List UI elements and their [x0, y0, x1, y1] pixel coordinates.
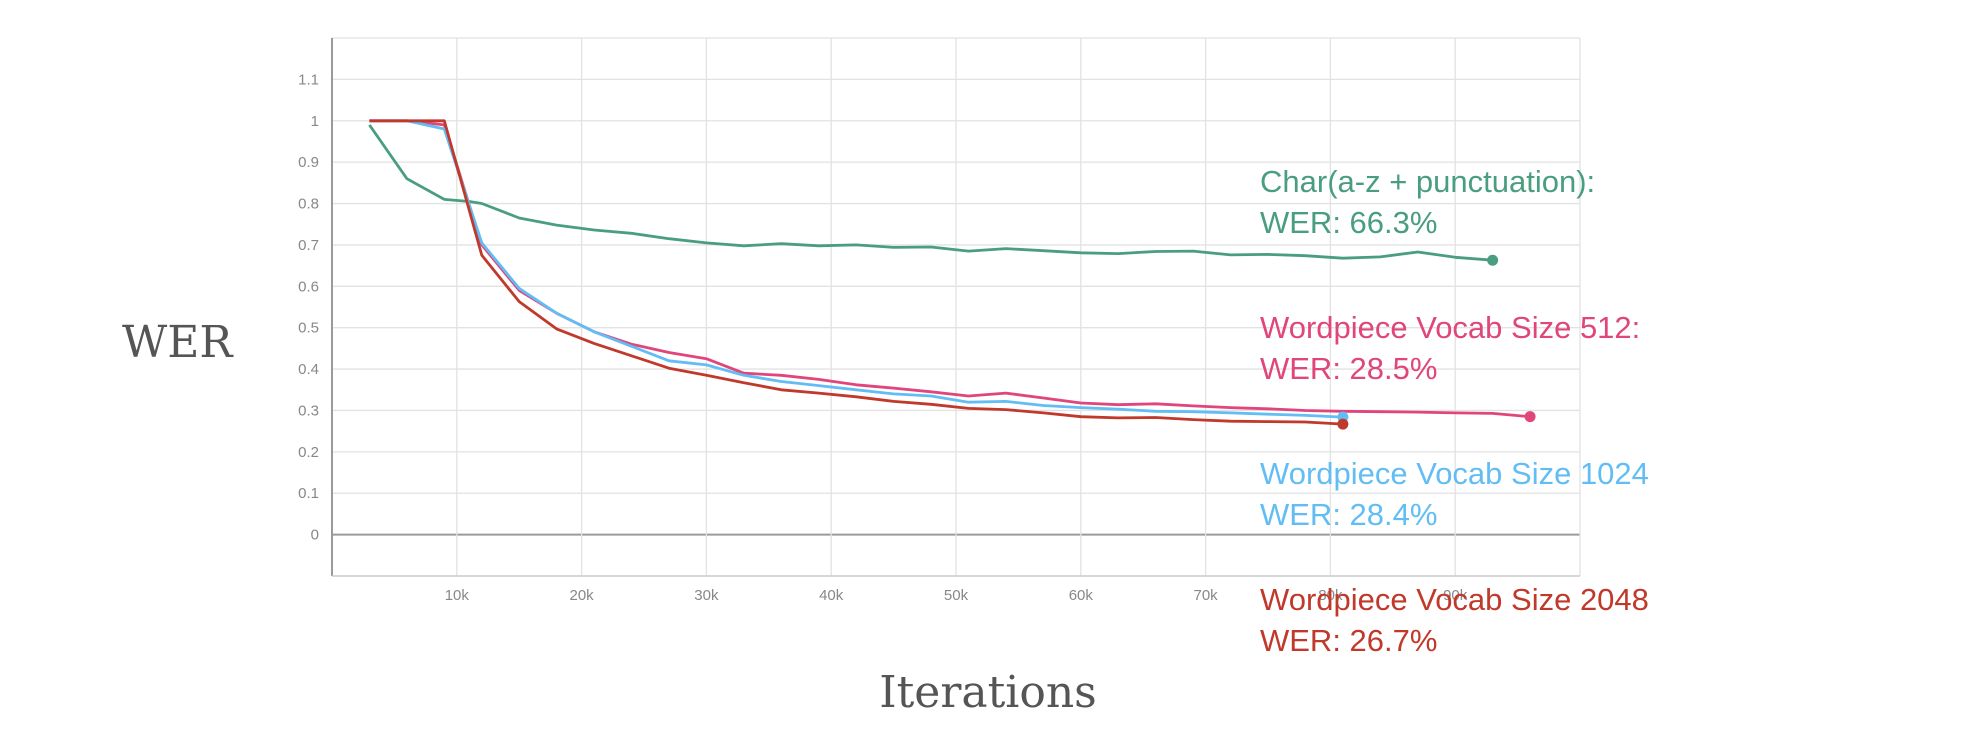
- y-tick-label: 0.8: [298, 196, 319, 213]
- tick-labels: 0 0.1 0.2 0.3 0.4 0.5 0.6 0.7 0.8 0.9 1 1.1 10k 20k 30…: [298, 71, 1468, 604]
- x-tick-label: 50k: [944, 587, 969, 604]
- x-tick-label: 60k: [1069, 587, 1094, 604]
- series-line-0: [368, 124, 1493, 262]
- series-end-marker-3: [1337, 418, 1349, 430]
- annotation-2-line-1: WER: 28.4%: [1260, 497, 1437, 532]
- axes: [331, 38, 1580, 577]
- y-tick-label: 0.2: [298, 444, 319, 461]
- y-axis-title: WER: [122, 317, 234, 368]
- annotation-1-line-0: Wordpiece Vocab Size 512:: [1260, 310, 1640, 345]
- y-tick-label: 0.6: [298, 278, 319, 295]
- y-tick-label: 1: [311, 113, 319, 130]
- series-line-2: [369, 119, 1343, 419]
- y-tick-label: 1.1: [298, 71, 319, 88]
- y-tick-label: 0.7: [298, 237, 319, 254]
- series-end-marker-1: [1524, 411, 1536, 423]
- annotations: Char(a-z + punctuation): WER: 66.3% Wordpi…: [1260, 164, 1649, 658]
- grid: [332, 37, 1581, 576]
- series-end-marker-0: [1487, 254, 1499, 266]
- y-tick-label: 0.5: [298, 320, 319, 337]
- x-tick-label: 10k: [445, 587, 470, 604]
- annotation-1-line-1: WER: 28.5%: [1260, 351, 1437, 386]
- x-tick-label: 20k: [570, 587, 595, 604]
- x-tick-label: 80k: [1318, 587, 1343, 604]
- y-tick-label: 0.9: [298, 154, 319, 171]
- x-tick-label: 70k: [1194, 587, 1219, 604]
- x-tick-label: 90k: [1443, 587, 1468, 604]
- annotation-3-line-1: WER: 26.7%: [1260, 623, 1437, 658]
- annotation-2-line-0: Wordpiece Vocab Size 1024: [1260, 456, 1649, 491]
- y-tick-label: 0.4: [298, 361, 319, 378]
- y-tick-label: 0.3: [298, 402, 319, 419]
- series-lines: [368, 119, 1536, 430]
- x-axis-title: Iterations: [879, 667, 1097, 718]
- series-line-3: [369, 119, 1343, 426]
- y-tick-label: 0.1: [298, 485, 319, 502]
- annotation-0-line-0: Char(a-z + punctuation):: [1260, 164, 1595, 199]
- annotation-3-line-0: Wordpiece Vocab Size 2048: [1260, 582, 1649, 617]
- x-tick-label: 40k: [819, 587, 844, 604]
- annotation-0-line-1: WER: 66.3%: [1260, 205, 1437, 240]
- x-tick-label: 30k: [694, 587, 719, 604]
- y-tick-label: 0: [311, 527, 319, 544]
